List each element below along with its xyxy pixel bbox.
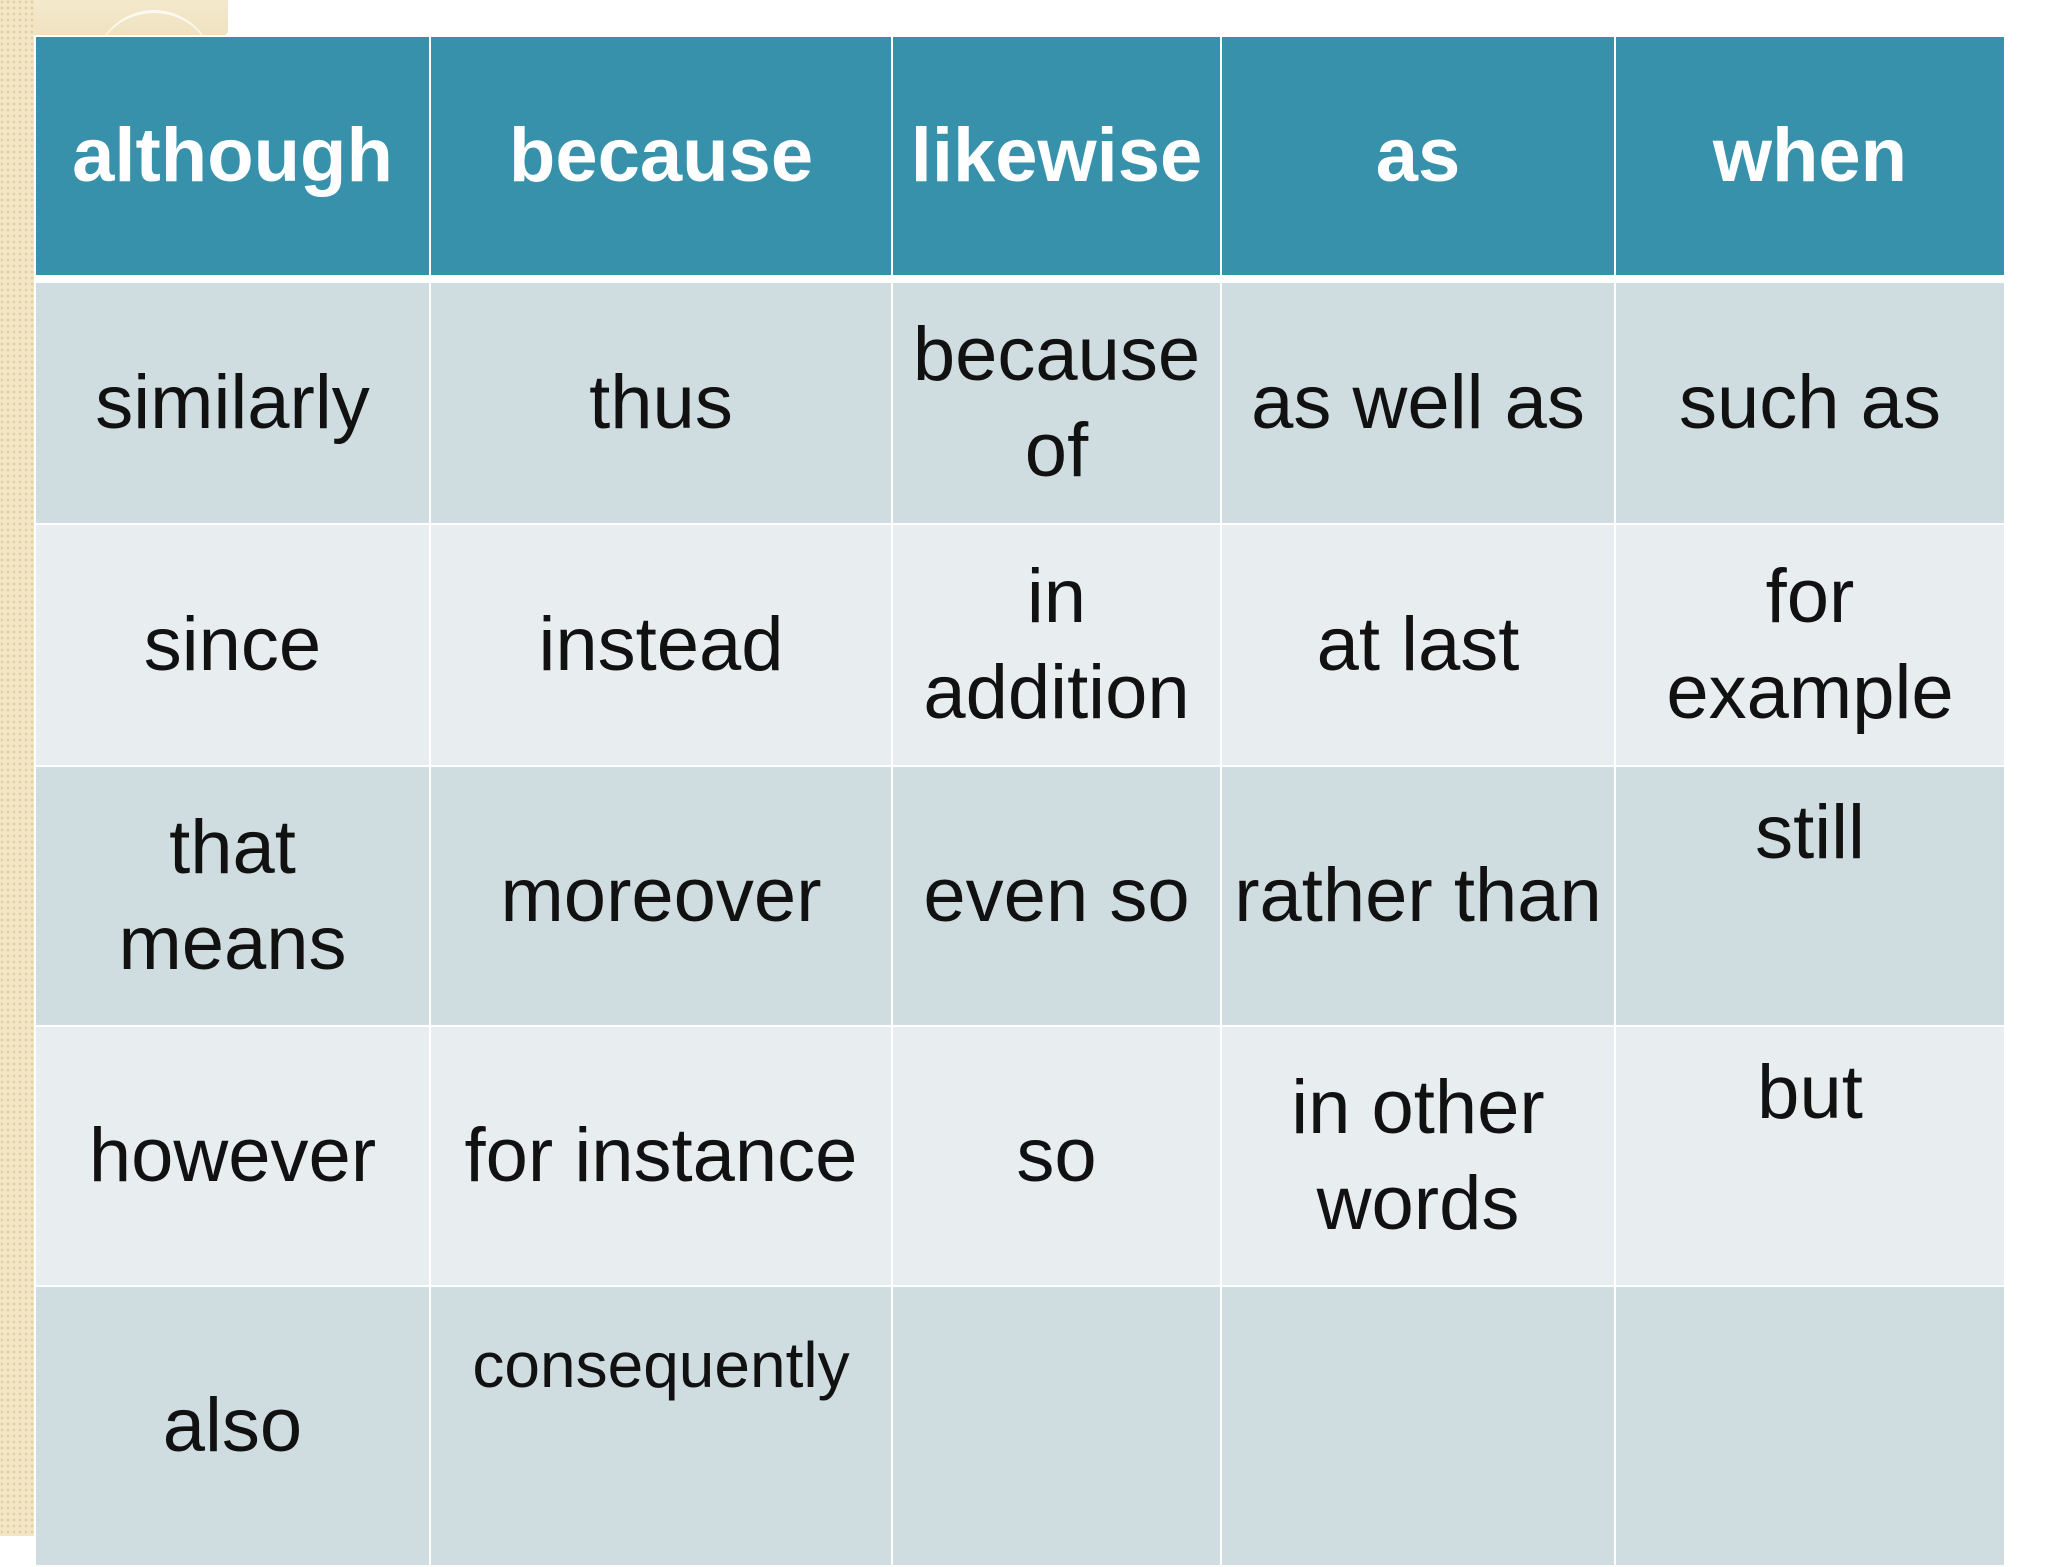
table-cell xyxy=(1614,1285,2006,1567)
table-row: however for instance so in other words b… xyxy=(34,1025,2006,1287)
corner-ornament xyxy=(34,0,228,36)
table-cell: at last xyxy=(1220,523,1616,767)
table-cell: however xyxy=(34,1025,431,1287)
table-cell: so xyxy=(891,1025,1222,1287)
table-cell: still xyxy=(1614,765,2006,1027)
left-decorative-border xyxy=(0,0,34,1536)
table-cell: even so xyxy=(891,765,1222,1027)
header-cell: because xyxy=(429,35,893,283)
table-cell: instead xyxy=(429,523,893,767)
table-row: also consequently xyxy=(34,1285,2006,1567)
table-cell xyxy=(891,1285,1222,1567)
table-cell xyxy=(1220,1285,1616,1567)
table-row: since instead in addition at last for ex… xyxy=(34,523,2006,767)
table-cell: since xyxy=(34,523,431,767)
table-cell: as well as xyxy=(1220,278,1616,525)
table-cell: thus xyxy=(429,278,893,525)
table-cell: also xyxy=(34,1285,431,1567)
table-cell: such as xyxy=(1614,278,2006,525)
table-cell: because of xyxy=(891,278,1222,525)
header-cell: likewise xyxy=(891,35,1222,283)
transition-words-table: although because likewise as when simila… xyxy=(34,35,2006,1567)
table-row: that means moreover even so rather than … xyxy=(34,765,2006,1027)
table-cell: in other words xyxy=(1220,1025,1616,1287)
table-cell: moreover xyxy=(429,765,893,1027)
header-cell: although xyxy=(34,35,431,283)
table-cell: but xyxy=(1614,1025,2006,1287)
table-cell: in addition xyxy=(891,523,1222,767)
table-cell: consequently xyxy=(429,1285,893,1567)
table-row: similarly thus because of as well as suc… xyxy=(34,278,2006,525)
table-cell: rather than xyxy=(1220,765,1616,1027)
table-cell: that means xyxy=(34,765,431,1027)
header-row: although because likewise as when xyxy=(34,35,2006,283)
table-cell: similarly xyxy=(34,278,431,525)
header-cell: as xyxy=(1220,35,1616,283)
table-cell: for example xyxy=(1614,523,2006,767)
header-cell: when xyxy=(1614,35,2006,283)
table-cell: for instance xyxy=(429,1025,893,1287)
